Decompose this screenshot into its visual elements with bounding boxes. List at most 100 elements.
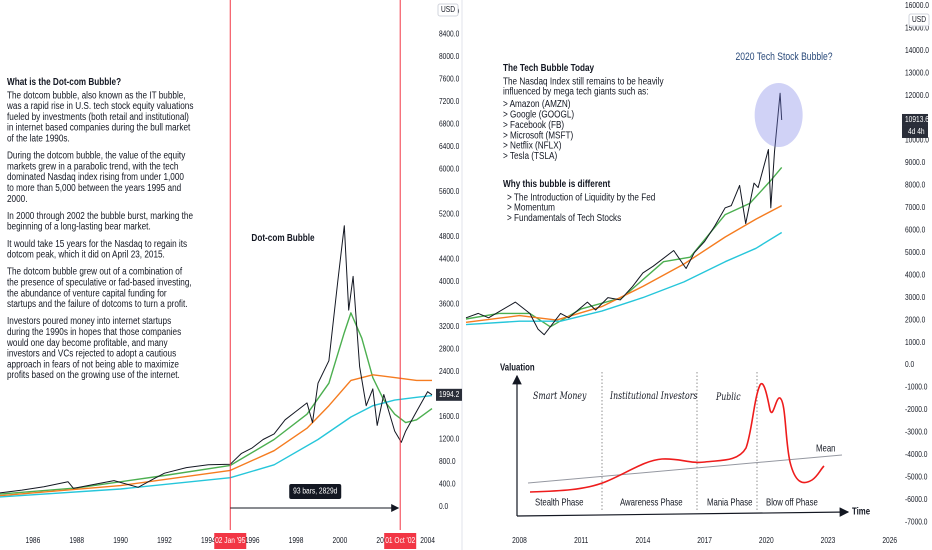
y-tick-label: -4000.0	[905, 449, 927, 459]
price-line	[0, 225, 433, 494]
y-tick-label: 16000.0	[905, 0, 929, 10]
x-tick-label: 2014	[636, 535, 651, 545]
y-tick-label: 8400.0	[439, 29, 459, 39]
mean-label-group: Mean	[816, 443, 835, 454]
phase-label: Mania Phase	[707, 497, 752, 508]
x-tick-label-group: 2020	[759, 535, 774, 545]
y-tick-label-group: 400.0	[439, 479, 456, 489]
currency-label: USD	[912, 14, 926, 24]
y-tick-label-group: 4000.0	[439, 276, 459, 286]
x-tick-label-group: 1996	[245, 535, 260, 545]
block-line: > The Introduction of Liquidity by the F…	[507, 190, 655, 202]
block-line: > Amazon (AMZN)	[503, 97, 571, 109]
phase-label-group: Stealth Phase	[535, 497, 584, 508]
text-block: What is the Dot-com Bubble?The dotcom bu…	[6, 75, 194, 381]
moving-average	[465, 166, 783, 328]
annotation: Dot-com Bubble	[251, 231, 314, 243]
countdown-label-group: 4d 4h	[908, 126, 925, 136]
y-tick-label-group: -2000.0	[905, 404, 927, 414]
block-line: dotcom peak, which it did on April 23, 2…	[7, 248, 165, 260]
currency-label-group: USD	[441, 4, 455, 14]
block-line: > Momentum	[507, 201, 555, 213]
y-tick-label: 4000.0	[905, 270, 925, 280]
measure-label-group: 93 bars, 2829d	[293, 486, 337, 496]
block-line: was a rapid rise in U.S. tech stock equi…	[6, 99, 194, 111]
y-tick-label: 6000.0	[439, 164, 459, 174]
x-tick-label-group: 2000	[333, 535, 348, 545]
x-tick-label-group: 2011	[574, 535, 588, 545]
x-tick-label-group: 1988	[69, 535, 84, 545]
x-tick-label-group: 1998	[289, 535, 304, 545]
mean-label: Mean	[816, 443, 835, 454]
block-line: of the late 1990s.	[7, 131, 70, 143]
block-line: investors and VCs rejected to adopt a ca…	[7, 347, 176, 359]
y-tick-label: 4400.0	[439, 254, 459, 264]
block-title: What is the Dot-com Bubble?	[7, 75, 121, 87]
y-tick-label: -5000.0	[905, 472, 927, 482]
group-label: Public	[715, 392, 740, 403]
y-tick-label-group: -4000.0	[905, 449, 927, 459]
y-tick-label: 12000.0	[905, 90, 929, 100]
group-label-group: Institutional Investors	[609, 391, 698, 402]
block-line: The Nasdaq Index still remains to be hea…	[503, 74, 664, 86]
block-line: markets grew in a parabolic trend, with …	[7, 159, 178, 171]
x-tick-label: 2026	[882, 535, 897, 545]
y-tick-label: 13000.0	[905, 68, 929, 78]
bubble-label: 2020 Tech Stock Bubble?	[735, 51, 833, 63]
y-tick-label: 2400.0	[439, 366, 459, 376]
y-tick-label-group: 7600.0	[439, 74, 459, 84]
y-tick-label: 0.0	[905, 359, 914, 369]
x-tick-label-group: 2004	[420, 535, 435, 545]
inset-x-axis	[516, 507, 850, 517]
y-tick-label: 3600.0	[439, 299, 459, 309]
group-label-group: Smart Money	[533, 391, 587, 402]
annotation-group: Dot-com Bubble	[251, 231, 314, 243]
x-tick-label: 2017	[697, 535, 712, 545]
valuation-curve	[529, 382, 825, 493]
x-tick-label: 1990	[113, 535, 128, 545]
y-tick-label-group: -6000.0	[905, 494, 927, 504]
y-tick-label: 7600.0	[439, 74, 459, 84]
y-tick-label: 800.0	[439, 456, 456, 466]
phase-label: Awareness Phase	[620, 497, 683, 508]
group-label: Institutional Investors	[609, 391, 698, 402]
y-tick-label: -2000.0	[905, 404, 927, 414]
y-tick-label-group: 6400.0	[439, 141, 459, 151]
y-tick-label: 5000.0	[905, 247, 925, 257]
last-price-label: 1994.2	[439, 389, 459, 399]
x-tick-label-group: 2026	[882, 535, 897, 545]
y-tick-label-group: 2400.0	[439, 366, 459, 376]
date-label: 01 Oct '02	[385, 535, 415, 545]
block-line: during the 1990s in hopes that those com…	[7, 325, 181, 337]
block-line: During the dotcom bubble, the value of t…	[7, 149, 186, 161]
x-tick-label: 1994	[201, 535, 216, 545]
x-tick-label: 1992	[157, 535, 172, 545]
y-tick-label-group: 6000.0	[439, 164, 459, 174]
phase-label-group: Mania Phase	[707, 497, 752, 508]
x-tick-label-group: 1992	[157, 535, 172, 545]
moving-average	[0, 374, 432, 497]
last-price-label-group: 1994.2	[439, 389, 459, 399]
y-tick-label-group: 13000.0	[905, 68, 929, 78]
y-tick-label-group: -3000.0	[905, 427, 927, 437]
block-line: profits based on the growing use of the …	[7, 368, 180, 380]
y-tick-label-group: 14000.0	[905, 45, 929, 55]
y-tick-label-group: 4800.0	[439, 231, 459, 241]
y-tick-label-group: 6000.0	[905, 225, 925, 235]
inset-x-label: Time	[852, 506, 870, 517]
phase-label: Stealth Phase	[535, 497, 584, 508]
x-tick-label-group: 2014	[636, 535, 651, 545]
y-tick-label-group: 0.0	[439, 501, 448, 511]
phase-label: Blow off Phase	[766, 497, 818, 508]
y-tick-label: 3000.0	[905, 292, 925, 302]
last-price-box	[436, 388, 462, 401]
y-tick-label: 4000.0	[439, 276, 459, 286]
y-tick-label-group: 5600.0	[439, 186, 459, 196]
inset-y-label-group: Valuation	[500, 362, 535, 373]
inset-y-label: Valuation	[500, 362, 535, 373]
y-tick-label: 4800.0	[439, 231, 459, 241]
y-tick-label-group: 4000.0	[905, 270, 925, 280]
block-line: 2000.	[7, 192, 27, 204]
y-tick-label: 6400.0	[439, 141, 459, 151]
